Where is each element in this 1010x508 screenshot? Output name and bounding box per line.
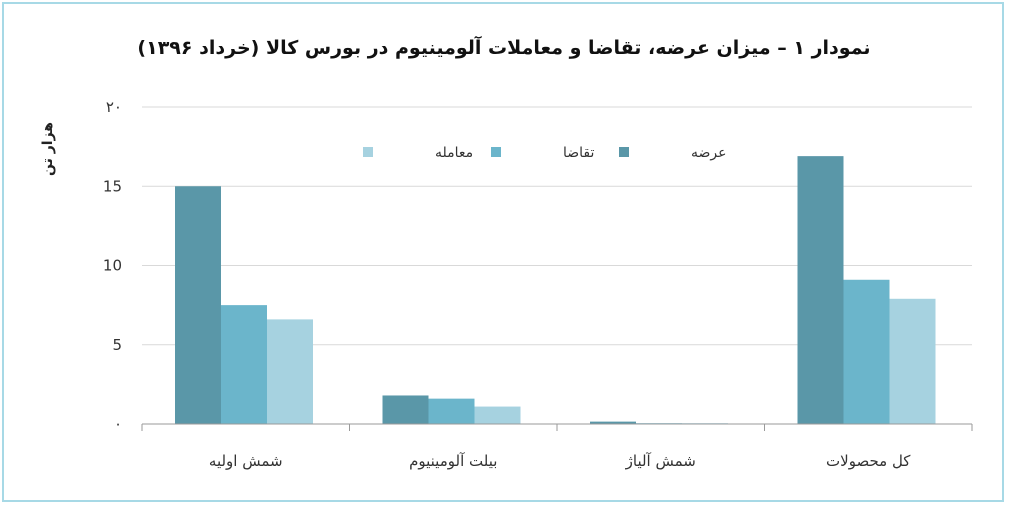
- axis-layer: ۰ 5 10 15 ۲۰ شمش اولیه بیلت آلومینیوم شمش آلیاژ…: [103, 98, 973, 470]
- bar-2-3: [889, 298, 936, 424]
- bar-2-1: [474, 406, 521, 424]
- y-tick-label-2: 10: [103, 257, 122, 275]
- y-tick-label-0: ۰: [114, 415, 122, 433]
- x-tick-label-1: بیلت آلومینیوم: [409, 452, 497, 470]
- chart-svg: نمودار ۱ – میزان عرضه، تقاضا و معاملات آ…: [40, 35, 973, 470]
- bar-0-2: [590, 421, 636, 424]
- bar-1-0: [221, 305, 267, 424]
- bar-1-3: [843, 279, 890, 424]
- x-tick-label-0: شمش اولیه: [209, 452, 283, 470]
- chart-frame: نمودار ۱ – میزان عرضه، تقاضا و معاملات آ…: [2, 2, 1004, 502]
- legend-label-1: تقاضا: [563, 145, 595, 161]
- legend-swatch-2: [363, 147, 373, 157]
- bars-layer: [175, 156, 936, 424]
- legend-label-2: معامله: [435, 145, 473, 161]
- y-axis-label: هزار تن: [40, 122, 56, 176]
- chart-title: نمودار ۱ – میزان عرضه، تقاضا و معاملات آ…: [137, 35, 870, 59]
- legend-swatch-0: [619, 147, 629, 157]
- bar-0-1: [382, 395, 429, 424]
- y-tick-label-3: 15: [103, 177, 122, 195]
- bar-2-0: [267, 319, 313, 424]
- y-tick-label-4: ۲۰: [106, 98, 122, 116]
- bar-0-3: [797, 156, 844, 424]
- bar-1-1: [428, 398, 475, 424]
- x-tick-label-2: شمش آلیاژ: [625, 452, 696, 470]
- bar-0-0: [175, 186, 221, 424]
- legend-label-0: عرضه: [691, 145, 726, 161]
- y-tick-label-1: 5: [112, 336, 122, 354]
- x-tick-label-3: کل محصولات: [826, 452, 911, 470]
- legend-swatch-1: [491, 147, 501, 157]
- legend: عرضه تقاضا معامله: [363, 145, 726, 161]
